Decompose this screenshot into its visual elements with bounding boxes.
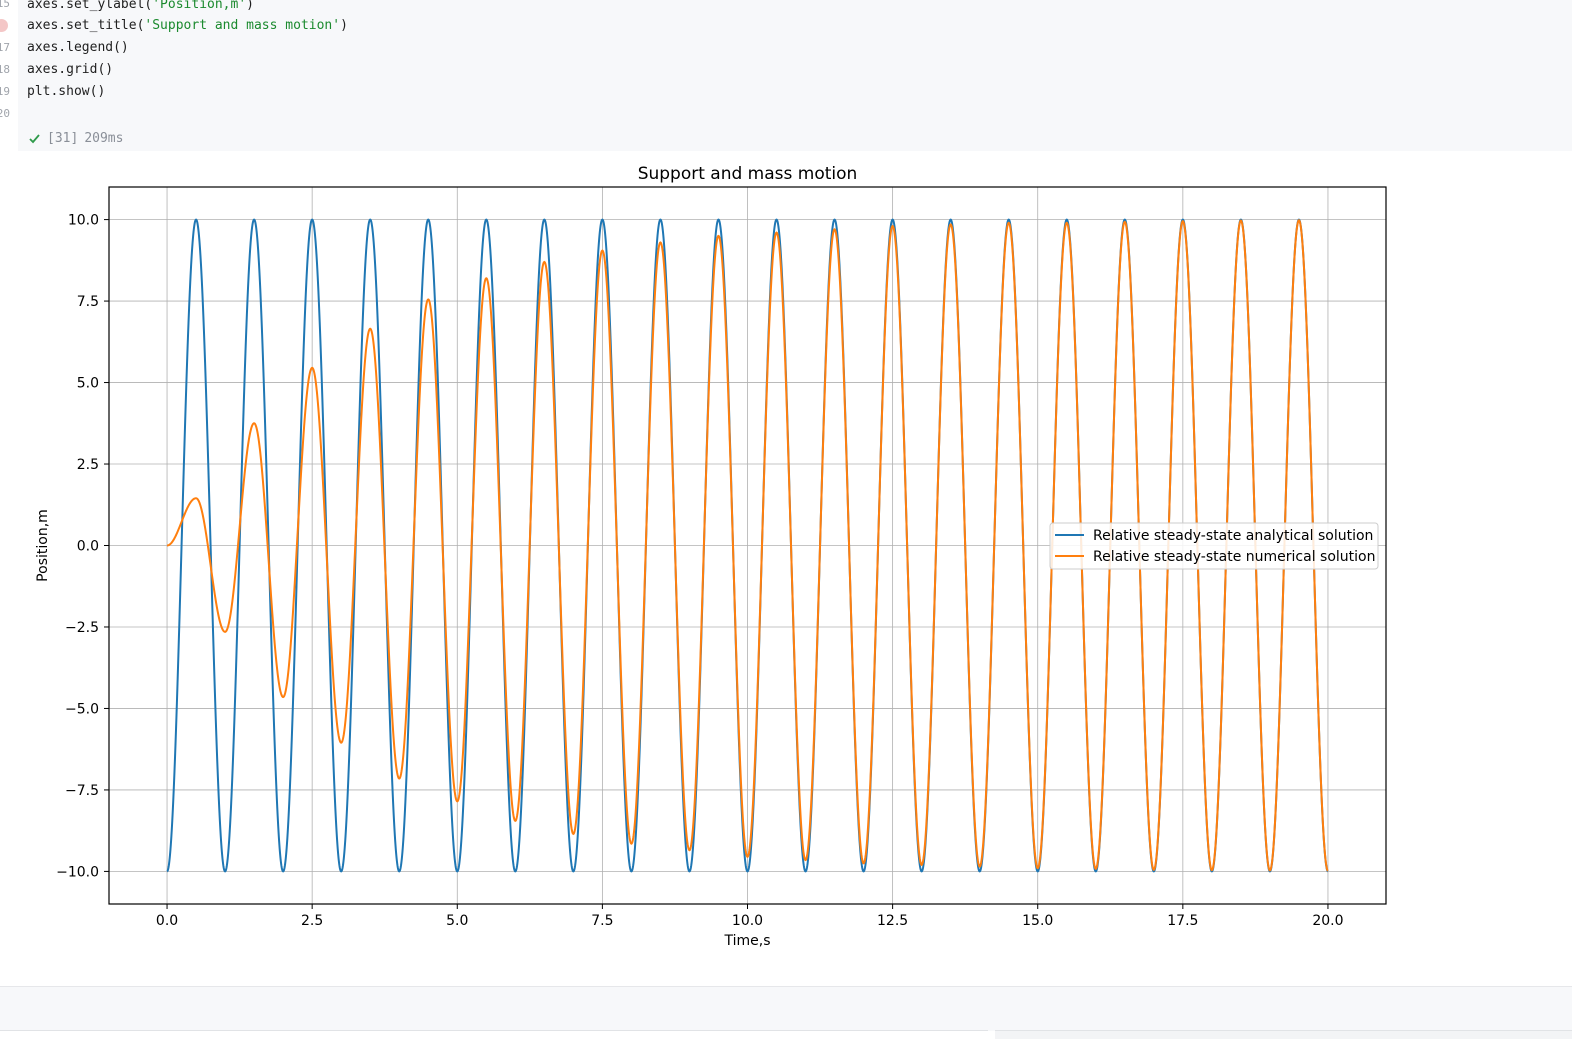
x-tick-label: 10.0 <box>732 913 763 929</box>
y-tick-label: −5.0 <box>65 701 99 717</box>
code-line[interactable]: plt.show() <box>27 84 105 100</box>
line-number-gutter: 15 17 18 19 20 <box>0 0 18 151</box>
y-tick-label: 0.0 <box>77 539 99 555</box>
string-literal: 'Support and mass motion' <box>144 18 341 33</box>
y-tick-label: −2.5 <box>65 620 99 636</box>
x-tick-label: 12.5 <box>877 913 908 929</box>
code-line[interactable]: axes.set_title('Support and mass motion'… <box>27 18 348 34</box>
x-tick-label: 0.0 <box>156 913 178 929</box>
code-text: ) <box>340 18 348 33</box>
y-tick-label: −7.5 <box>65 783 99 799</box>
line-number: 20 <box>0 107 10 120</box>
breakpoint-icon[interactable] <box>0 19 8 32</box>
legend-box <box>1049 522 1379 570</box>
y-tick-label: 2.5 <box>77 457 99 473</box>
y-tick-label: −10.0 <box>56 864 99 880</box>
x-tick-label: 5.0 <box>446 913 468 929</box>
code-line[interactable]: axes.set_ylabel('Position,m') <box>27 0 254 13</box>
x-tick-label: 2.5 <box>301 913 323 929</box>
x-tick-label: 20.0 <box>1312 913 1343 929</box>
line-number: 18 <box>0 63 10 76</box>
code-text: plt.show() <box>27 84 106 99</box>
line-number: 17 <box>0 41 10 54</box>
y-tick-label: 7.5 <box>77 294 99 310</box>
line-number: 19 <box>0 85 10 98</box>
chart-title: Support and mass motion <box>638 164 858 184</box>
next-cell-area[interactable] <box>0 986 1572 1031</box>
code-text: axes.set_ylabel( <box>27 0 153 12</box>
execution-count: [31] <box>47 130 79 146</box>
ticks: 0.0 2.5 5.0 7.5 10.0 12.5 15.0 17.5 20.0 −10.0 −7.… <box>56 213 1343 929</box>
code-text: axes.legend() <box>27 40 129 55</box>
code-line[interactable]: axes.grid() <box>27 62 113 78</box>
x-tick-label: 7.5 <box>591 913 613 929</box>
chart: 0.0 2.5 5.0 7.5 10.0 12.5 15.0 17.5 20.0 −10.0 −7.… <box>35 164 1387 949</box>
line-number: 15 <box>0 0 10 10</box>
bottom-panel-left <box>0 1030 988 1039</box>
series-lines <box>166 218 1329 873</box>
legend: Relative steady-state analytical solutio… <box>1049 522 1379 570</box>
code-cell[interactable]: 15 17 18 19 20 axes.set_ylabel('Position… <box>0 0 1572 151</box>
legend-label-numerical: Relative steady-state numerical solution <box>1093 549 1375 565</box>
y-tick-label: 5.0 <box>77 376 99 392</box>
code-text: axes.grid() <box>27 62 114 77</box>
code-text: axes.set_title( <box>27 18 145 33</box>
code-line[interactable]: axes.legend() <box>27 40 129 56</box>
series-line-numerical <box>166 219 1329 872</box>
check-icon <box>29 133 40 143</box>
x-tick-label: 15.0 <box>1022 913 1053 929</box>
execution-duration: 209ms <box>84 130 124 146</box>
code-text: ) <box>246 0 254 12</box>
execution-status: [31] 209ms <box>28 129 123 147</box>
y-tick-label: 10.0 <box>68 213 99 229</box>
x-tick-label: 17.5 <box>1167 913 1198 929</box>
x-axis-label: Time,s <box>723 933 770 949</box>
string-literal: 'Position,m' <box>152 0 247 12</box>
bottom-panel-right <box>995 1030 1572 1039</box>
legend-label-analytical: Relative steady-state analytical solutio… <box>1093 528 1373 544</box>
y-axis-label: Position,m <box>35 509 51 582</box>
